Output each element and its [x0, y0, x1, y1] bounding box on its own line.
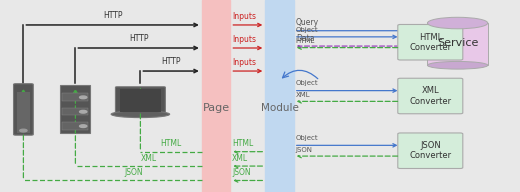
Text: Page: Page [202, 103, 230, 113]
Bar [120, 89, 161, 112]
FancyBboxPatch shape [14, 84, 33, 135]
FancyBboxPatch shape [398, 78, 463, 114]
Text: JSON
Converter: JSON Converter [409, 141, 451, 161]
Text: Inputs: Inputs [232, 58, 256, 67]
Text: XML: XML [295, 92, 310, 98]
Ellipse shape [427, 17, 488, 29]
Text: XML: XML [141, 154, 157, 163]
Text: Inputs: Inputs [232, 35, 256, 44]
FancyBboxPatch shape [398, 133, 463, 169]
Bar [265, 0, 294, 192]
FancyBboxPatch shape [398, 24, 463, 60]
Bar [427, 23, 488, 65]
Bar [62, 93, 88, 101]
Ellipse shape [427, 61, 488, 69]
Text: XML
Converter: XML Converter [409, 86, 451, 106]
Text: Data: Data [296, 34, 315, 43]
Text: Object: Object [295, 135, 318, 141]
FancyBboxPatch shape [115, 87, 165, 114]
Ellipse shape [111, 111, 170, 118]
Text: HTML
Converter: HTML Converter [409, 32, 451, 52]
Circle shape [20, 129, 27, 132]
Bar [62, 108, 88, 115]
Text: XML: XML [232, 154, 248, 163]
Text: HTTP: HTTP [103, 11, 122, 20]
Circle shape [80, 125, 87, 127]
Text: Query: Query [296, 18, 319, 27]
Circle shape [80, 110, 87, 113]
Bar [62, 122, 88, 130]
Text: JSON: JSON [232, 168, 251, 177]
Text: JSON: JSON [295, 147, 313, 153]
Text: HTML: HTML [161, 139, 181, 148]
Bar [17, 92, 30, 133]
Text: HTTP: HTTP [129, 34, 148, 43]
Text: Object: Object [295, 27, 318, 33]
Bar [202, 0, 230, 192]
Text: Inputs: Inputs [232, 12, 256, 21]
Text: HTTP: HTTP [161, 57, 181, 66]
Circle shape [80, 96, 87, 99]
Text: HTML: HTML [295, 38, 315, 44]
Text: Service: Service [437, 38, 478, 48]
Text: Object: Object [295, 80, 318, 86]
Bar [60, 85, 90, 133]
Text: Module: Module [261, 103, 298, 113]
Text: JSON: JSON [124, 168, 142, 177]
Text: HTML: HTML [232, 139, 253, 148]
